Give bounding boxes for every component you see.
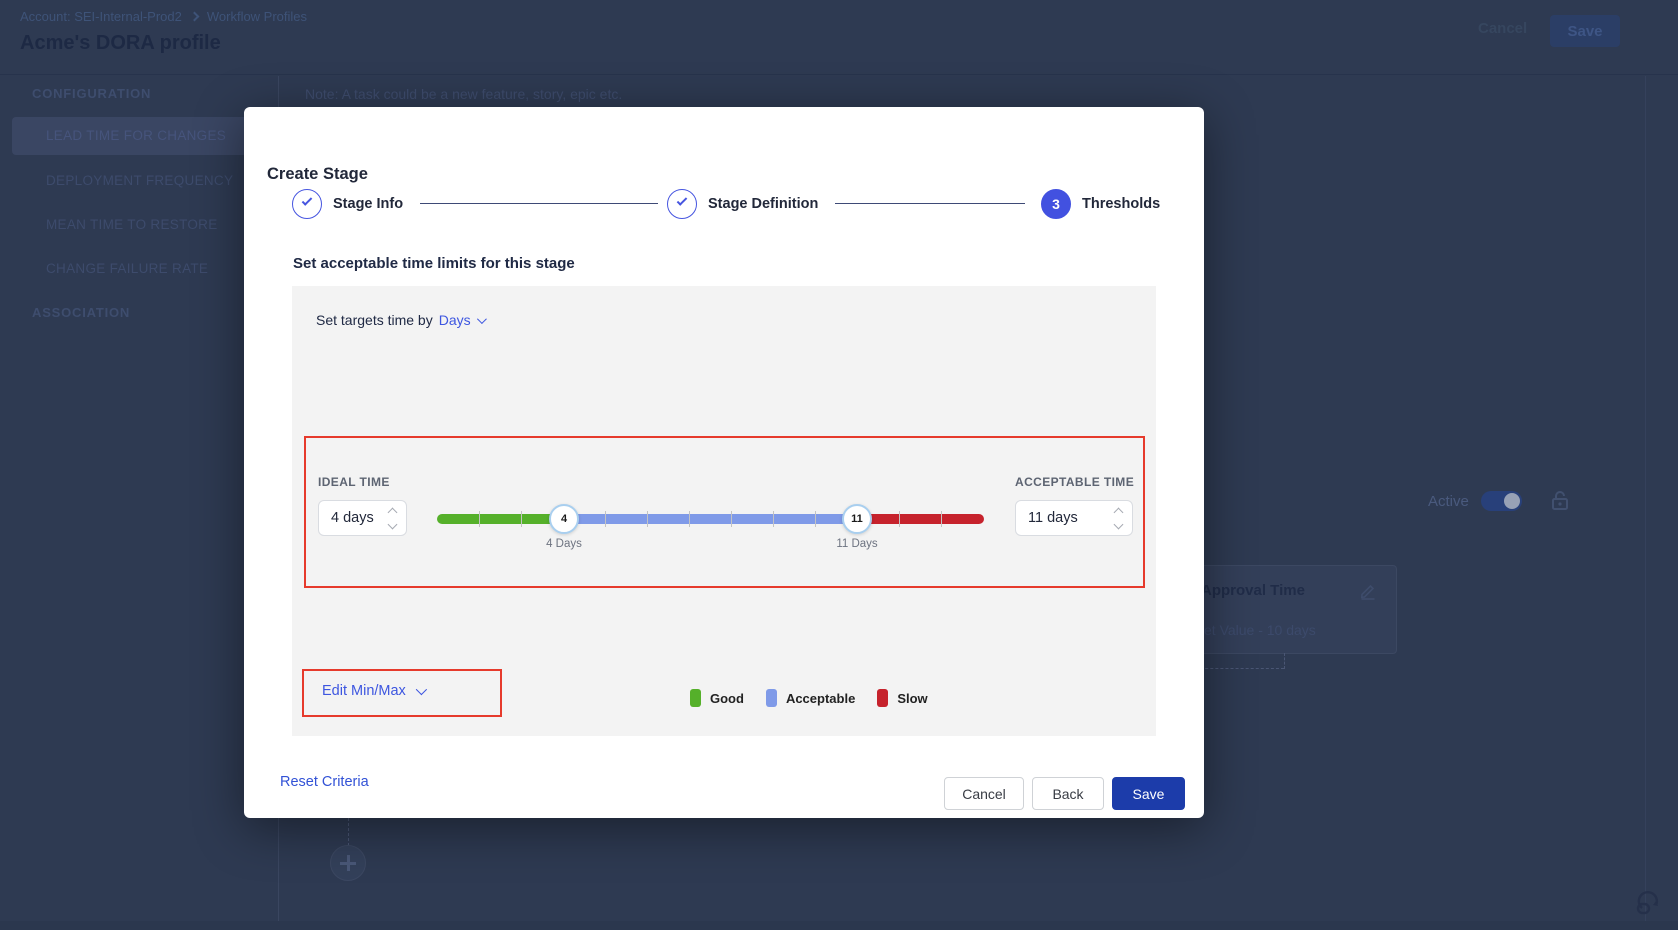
edit-minmax-dropdown[interactable]: Edit Min/Max	[322, 683, 427, 699]
slider-slow-segment	[857, 514, 984, 524]
good-swatch	[690, 689, 701, 707]
threshold-slider: 4 11 4 Days 11 Days	[437, 504, 984, 550]
threshold-highlight-box: IDEAL TIME 4 11 4 Days 11 Days	[304, 436, 1145, 588]
modal-save-button[interactable]: Save	[1112, 777, 1185, 810]
edit-minmax-highlight-box	[302, 669, 502, 717]
breadcrumb-workflow-profiles-link[interactable]: Workflow Profiles	[206, 9, 308, 24]
chevron-down-icon	[476, 313, 487, 324]
sidebar-section-configuration: CONFIGURATION	[32, 86, 152, 101]
time-unit-dropdown[interactable]: Days	[439, 312, 487, 328]
active-toggle[interactable]	[1480, 491, 1522, 511]
page-bottom-strip	[0, 921, 1678, 930]
connector-dashed-line	[348, 818, 349, 846]
stepper-connector-line	[835, 203, 1025, 204]
set-targets-label: Set targets time by	[316, 312, 433, 328]
create-stage-modal: Create Stage Stage Info Stage Definition…	[244, 107, 1204, 818]
step-thresholds[interactable]: 3 Thresholds	[1041, 189, 1160, 219]
modal-title: Create Stage	[267, 165, 368, 183]
sidebar-item-deployment-frequency[interactable]: DEPLOYMENT FREQUENCY	[46, 173, 234, 188]
connector-dashed-line	[1180, 668, 1284, 669]
add-stage-button[interactable]	[330, 845, 366, 881]
ideal-time-label: IDEAL TIME	[318, 475, 390, 489]
sidebar-item-lead-time-for-changes[interactable]: LEAD TIME FOR CHANGES	[46, 128, 227, 143]
acceptable-time-label: ACCEPTABLE TIME	[1015, 475, 1135, 489]
breadcrumb-account-link[interactable]: Account: SEI-Internal-Prod2	[20, 9, 182, 24]
step-complete-check-icon[interactable]	[292, 189, 322, 219]
stepper-down-icon[interactable]	[1113, 519, 1123, 529]
stepper-connector-line	[420, 203, 658, 204]
reset-criteria-link[interactable]: Reset Criteria	[280, 774, 369, 790]
sidebar-item-change-failure-rate[interactable]: CHANGE FAILURE RATE	[46, 261, 209, 276]
sidebar: CONFIGURATION LEAD TIME FOR CHANGES DEPL…	[0, 76, 279, 930]
slow-swatch	[877, 689, 889, 707]
lock-icon[interactable]	[1550, 490, 1570, 512]
legend-item-acceptable: Acceptable	[765, 689, 855, 707]
page-title: Acme's DORA profile	[20, 32, 221, 54]
approval-time-card-title: Approval Time	[1201, 582, 1305, 599]
slider-acceptable-segment	[564, 514, 857, 524]
chevron-right-icon	[189, 11, 200, 22]
slider-min-handle[interactable]: 4	[549, 504, 579, 534]
toggle-knob	[1503, 493, 1520, 509]
acceptable-time-input[interactable]	[1016, 510, 1108, 526]
breadcrumb: Account: SEI-Internal-Prod2 Workflow Pro…	[20, 9, 307, 24]
step-number-badge: 3	[1041, 189, 1071, 219]
connector-dashed-line	[1284, 653, 1285, 669]
step-stage-info[interactable]: Stage Info	[292, 189, 403, 219]
stepper-up-icon[interactable]	[1113, 507, 1123, 517]
sidebar-selected-highlight	[12, 117, 262, 155]
page-header: Account: SEI-Internal-Prod2 Workflow Pro…	[0, 0, 1678, 75]
help-chat-icon[interactable]	[1630, 884, 1668, 922]
approval-time-card-value: et Value - 10 days	[1204, 622, 1316, 638]
slider-max-handle[interactable]: 11	[842, 504, 872, 534]
stepper-down-icon[interactable]	[387, 519, 397, 529]
slider-min-handle-label: 4 Days	[546, 538, 582, 550]
active-label: Active	[1428, 492, 1469, 510]
acceptable-swatch	[765, 689, 777, 707]
slider-legend: Good Acceptable Slow	[690, 689, 928, 707]
stepper: Stage Info Stage Definition 3 Thresholds	[244, 189, 1204, 219]
thresholds-panel: Set targets time by Days IDEAL TIME	[292, 286, 1156, 736]
task-note-text: Note: A task could be a new feature, sto…	[305, 86, 623, 102]
ideal-time-input-group	[318, 500, 407, 536]
step-stage-definition[interactable]: Stage Definition	[667, 189, 818, 219]
sidebar-section-association[interactable]: ASSOCIATION	[32, 305, 131, 320]
header-save-button[interactable]: Save	[1550, 15, 1620, 47]
step-complete-check-icon[interactable]	[667, 189, 697, 219]
sidebar-item-mean-time-to-restore[interactable]: MEAN TIME TO RESTORE	[46, 217, 218, 232]
stepper-up-icon[interactable]	[387, 507, 397, 517]
slider-max-handle-label: 11 Days	[836, 538, 878, 550]
thresholds-subtitle: Set acceptable time limits for this stag…	[293, 255, 575, 272]
legend-item-slow: Slow	[877, 689, 928, 707]
right-panel-divider	[1645, 76, 1646, 930]
modal-cancel-button[interactable]: Cancel	[944, 777, 1024, 810]
ideal-time-input[interactable]	[319, 510, 382, 526]
header-cancel-button[interactable]: Cancel	[1478, 20, 1528, 37]
slider-good-segment	[437, 514, 564, 524]
modal-back-button[interactable]: Back	[1032, 777, 1104, 810]
acceptable-time-input-group	[1015, 500, 1133, 536]
edit-pencil-icon[interactable]	[1359, 582, 1377, 600]
legend-item-good: Good	[690, 689, 744, 707]
